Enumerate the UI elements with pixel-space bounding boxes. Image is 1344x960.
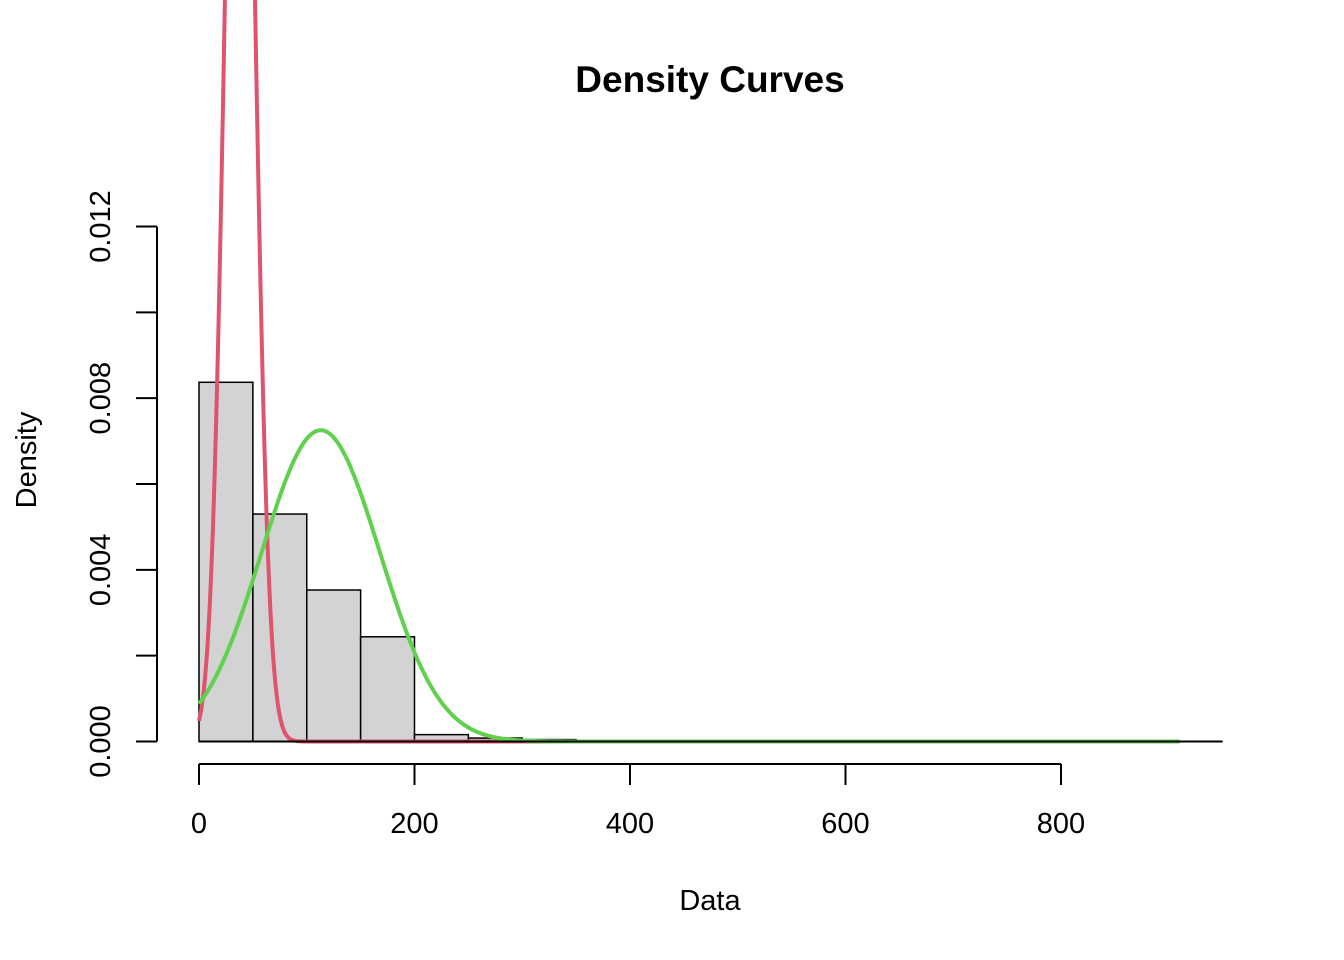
x-tick-label: 800: [1037, 808, 1085, 840]
y-axis-label: Density: [11, 411, 43, 508]
x-tick-label: 200: [390, 808, 438, 840]
histogram-bars: [198, 381, 685, 743]
axes: 0 200 400 600 800 0.000 0.004 0.008 0.012: [85, 190, 1223, 840]
histogram-bar: [359, 636, 416, 743]
x-tick-label: 600: [821, 808, 869, 840]
y-tick-label: 0.004: [85, 534, 117, 607]
chart-title: Density Curves: [575, 59, 844, 100]
x-axis-label: Data: [679, 885, 741, 917]
y-tick-label: 0.008: [85, 362, 117, 435]
x-tick-label: 400: [606, 808, 654, 840]
y-tick-label: 0.012: [85, 190, 117, 263]
y-tick-label: 0.000: [85, 705, 117, 778]
histogram-bar: [198, 381, 254, 743]
x-tick-label: 0: [191, 808, 207, 840]
histogram-bar: [306, 589, 362, 743]
